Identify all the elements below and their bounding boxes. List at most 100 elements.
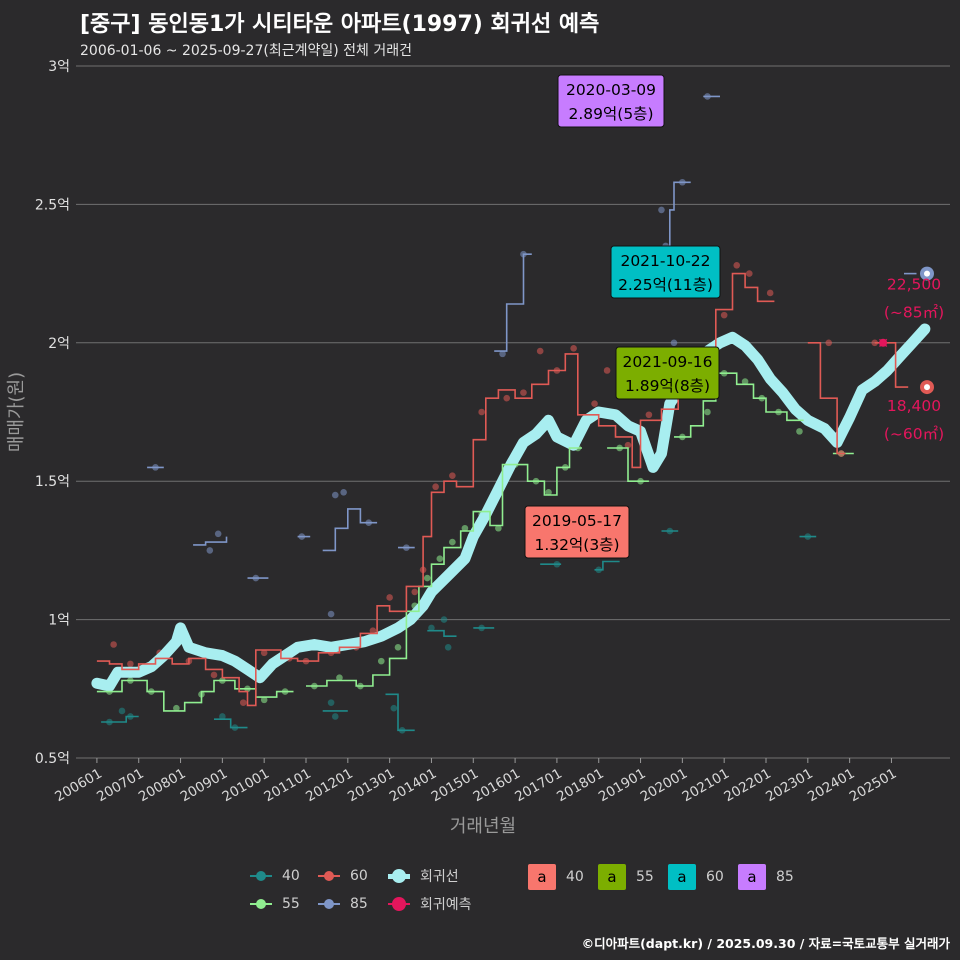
x-tick-label: 201801: [554, 766, 607, 806]
series-line-55: [96, 679, 294, 712]
legend-label: 40: [282, 868, 300, 884]
x-tick-label: 201901: [596, 766, 649, 806]
data-point-55: [394, 643, 402, 651]
data-point-55: [173, 704, 180, 712]
legend-item-prediction: 회귀예측: [386, 894, 472, 914]
end-label-area: (~60㎡): [884, 425, 944, 443]
data-point-60: [478, 408, 485, 416]
x-tick-label: 200601: [52, 766, 105, 806]
series-line-40: [427, 629, 457, 638]
end-marker-dot: [924, 270, 930, 277]
data-point-60: [624, 441, 632, 449]
data-point-40: [390, 704, 398, 712]
x-tick-label: 200901: [178, 766, 231, 806]
x-tick-label: 201701: [512, 766, 565, 806]
data-point-60: [766, 289, 774, 297]
y-tick-label: 0.5억: [35, 751, 70, 767]
annotation-box-55: [615, 346, 720, 400]
legend-item-regression: 회귀선: [386, 866, 459, 886]
y-tick-label: 2억: [48, 336, 70, 352]
y-axis-title: 매매가(원): [6, 372, 27, 452]
x-tick-label: 201001: [220, 766, 273, 806]
data-point-40: [118, 707, 126, 715]
footer-credit: ©디아파트(dapt.kr) / 2025.09.30 / 자료=국토교통부 실…: [581, 936, 950, 951]
x-tick-label: 201101: [261, 766, 314, 806]
data-point-40: [327, 699, 335, 706]
series-line-55: [306, 447, 582, 687]
x-tick-label: 200701: [94, 766, 147, 806]
legend-label: 60: [706, 869, 724, 885]
data-point-55: [449, 538, 456, 546]
prediction-point: [879, 338, 888, 347]
legend-box-40: a 40: [528, 864, 584, 890]
series-line-40: [214, 718, 248, 729]
data-point-40: [444, 643, 452, 651]
annotation-box-60: [610, 245, 721, 299]
data-point-85: [499, 350, 506, 358]
end-label-price: 22,500: [887, 276, 941, 294]
chart-title: [중구] 동인동1가 시티타운 아파트(1997) 회귀선 예측: [80, 12, 600, 37]
x-tick-label: 202401: [805, 766, 858, 806]
data-point-60: [733, 261, 741, 269]
chart-plot: 0.5억 1억 1.5억 2억 2.5억 3억 2006012007012008012009…: [6, 59, 950, 837]
y-tick-label: 3억: [48, 59, 70, 75]
data-point-60: [432, 483, 439, 491]
data-point-55: [377, 657, 385, 665]
x-tick-label: 200801: [136, 766, 189, 806]
y-tick-label: 1억: [48, 613, 70, 629]
legend-box-swatch: a: [738, 864, 766, 890]
data-point-60: [520, 389, 527, 396]
x-tick-label: 201201: [303, 766, 356, 806]
legend-label: 55: [636, 869, 654, 885]
legend-label: 85: [350, 896, 368, 912]
data-point-55: [495, 524, 502, 532]
legend-key-dot: [256, 871, 266, 881]
data-point-55: [336, 674, 343, 682]
y-tick-label: 1.5억: [35, 474, 70, 490]
data-point-85: [206, 547, 214, 554]
data-point-60: [536, 347, 544, 355]
series-line-40: [101, 715, 139, 723]
legend-box-swatch: a: [528, 864, 556, 890]
series-line-55: [607, 447, 649, 483]
legend-label: 55: [282, 896, 300, 912]
data-point-55: [423, 574, 431, 582]
data-point-60: [239, 699, 247, 706]
chart-subtitle: 2006-01-06 ~ 2025-09-27(최근계약일) 전체 거래건: [80, 43, 412, 59]
data-point-85: [331, 491, 339, 499]
data-point-55: [545, 488, 552, 496]
legend-key-dot: [324, 899, 334, 909]
legend-box-swatch: a: [668, 864, 696, 890]
data-point-60: [825, 339, 833, 347]
end-label-area: (~85㎡): [884, 304, 944, 322]
data-point-85: [658, 206, 665, 214]
annotation-value: 2.25억(11층): [618, 276, 713, 294]
legend-label: 회귀선: [420, 869, 459, 885]
x-tick-label: 202501: [847, 766, 900, 806]
series-line-85: [193, 536, 228, 546]
annotation-value: 1.32억(3층): [535, 536, 620, 554]
data-point-55: [741, 378, 749, 385]
data-point-60: [369, 627, 377, 634]
legend: 40 60 회귀선 55 85 회귀예측 a 40 a 55 a 60 a 85: [0, 864, 960, 924]
data-point-60: [503, 394, 511, 402]
annotation-date: 2021-10-22: [620, 252, 710, 270]
x-tick-label: 201301: [345, 766, 398, 806]
data-point-60: [720, 311, 728, 319]
x-tick-label: 202301: [763, 766, 816, 806]
series-line-40: [385, 693, 415, 732]
data-point-60: [411, 588, 419, 596]
x-tick-label: 201401: [387, 766, 440, 806]
annotation-value: 2.89억(5층): [569, 105, 654, 123]
legend-box-swatch: a: [598, 864, 626, 890]
series-line-60: [96, 272, 775, 707]
data-point-60: [260, 649, 268, 657]
annotation-box-40: [524, 505, 630, 559]
data-point-60: [570, 345, 577, 352]
legend-item-85: 85: [316, 894, 368, 914]
annotation-date: 2019-05-17: [532, 512, 622, 530]
data-point-85: [327, 610, 335, 618]
annotation-value: 1.89억(8층): [625, 377, 710, 395]
legend-key-dot: [324, 871, 334, 881]
series-line-85: [322, 508, 378, 552]
